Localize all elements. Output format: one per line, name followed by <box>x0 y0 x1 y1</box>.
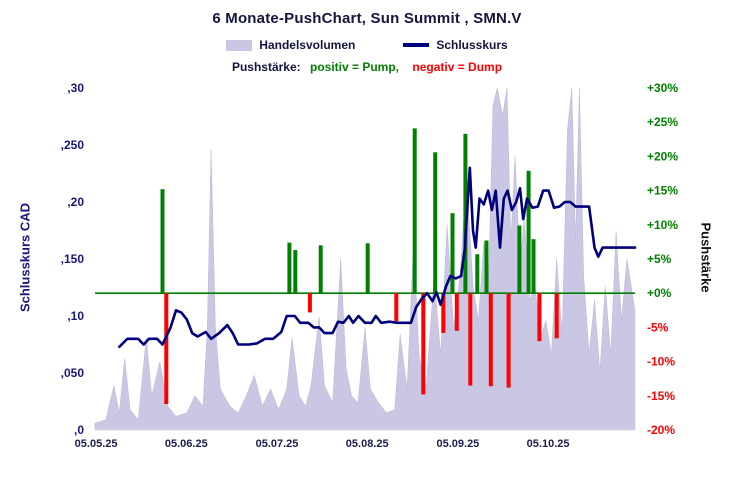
legend-item-volume: Handelsvolumen <box>226 38 355 52</box>
push-legend-positive: positiv = Pump, <box>310 60 400 74</box>
price-line <box>118 166 637 349</box>
svg-text:+25%: +25% <box>647 115 678 129</box>
volume-area <box>94 87 636 431</box>
legend-item-close: Schlusskurs <box>403 38 508 52</box>
x-axis-ticks: 05.05.25 05.06.25 05.07.25 05.08.25 05.09.25… <box>75 438 570 450</box>
push-legend-negative: negativ = Dump <box>412 60 503 74</box>
push-legend: Pushstärke: positiv = Pump, negativ = Du… <box>0 60 734 74</box>
svg-text:,30: ,30 <box>67 81 84 95</box>
pump-bar <box>450 213 455 294</box>
svg-text:,20: ,20 <box>67 195 84 209</box>
svg-text:,050: ,050 <box>61 366 85 380</box>
pump-bar <box>318 245 323 294</box>
svg-text:,250: ,250 <box>61 138 85 152</box>
dump-bar <box>421 293 426 395</box>
dump-bar <box>554 293 559 339</box>
pushchart-plot: ,30,250,20,150,10,050,0+30%+25%+20%+15%+… <box>61 81 679 450</box>
dump-bar <box>441 293 446 333</box>
svg-text:-10%: -10% <box>647 355 675 369</box>
pump-bar <box>160 189 165 294</box>
dump-bar <box>488 293 493 387</box>
svg-text:-20%: -20% <box>647 423 675 437</box>
close-line-swatch-icon <box>403 43 430 47</box>
pump-bar <box>365 243 370 294</box>
svg-text:,150: ,150 <box>61 252 85 266</box>
left-axis-ticks: ,30 ,250 ,20 ,150 ,10 ,050 ,0 <box>61 81 85 437</box>
close-legend-label: Schlusskurs <box>436 38 508 52</box>
svg-text:05.08.25: 05.08.25 <box>346 438 389 450</box>
svg-text:+5%: +5% <box>647 252 672 266</box>
svg-text:+10%: +10% <box>647 218 678 232</box>
volume-swatch-icon <box>226 39 253 51</box>
pump-bar <box>517 225 522 294</box>
svg-text:+0%: +0% <box>647 286 672 300</box>
chart-legend: Handelsvolumen Schlusskurs <box>0 38 734 52</box>
svg-text:+15%: +15% <box>647 184 678 198</box>
svg-text:05.09.25: 05.09.25 <box>436 438 479 450</box>
pump-bar <box>463 133 468 294</box>
pump-bar <box>526 170 531 294</box>
pump-bar <box>412 128 417 294</box>
volume-legend-label: Handelsvolumen <box>259 38 356 52</box>
dump-bar <box>506 293 511 388</box>
pump-bar <box>433 152 438 294</box>
pump-bar <box>531 239 536 294</box>
pump-bar <box>287 242 292 294</box>
chart-title: 6 Monate-PushChart, Sun Summit , SMN.V <box>212 10 522 27</box>
svg-text:+20%: +20% <box>647 149 678 163</box>
svg-text:05.07.25: 05.07.25 <box>256 438 299 450</box>
dump-bar <box>164 293 169 404</box>
right-axis-ticks: +30% +25% +20% +15% +10% +5% +0% -5% -10% -15% -20… <box>647 81 678 437</box>
dump-bar <box>307 293 312 313</box>
svg-text:,10: ,10 <box>67 309 84 323</box>
svg-text:+30%: +30% <box>647 81 678 95</box>
push-legend-prefix: Pushstärke: <box>231 60 301 74</box>
svg-text:05.10.25: 05.10.25 <box>527 438 570 450</box>
pump-bar <box>475 254 480 294</box>
pump-bar <box>484 240 489 294</box>
push-bars <box>160 128 559 404</box>
svg-text:,0: ,0 <box>74 423 84 437</box>
svg-text:-5%: -5% <box>647 320 669 334</box>
dump-bar <box>394 293 399 322</box>
pump-bar <box>293 250 298 294</box>
svg-text:-15%: -15% <box>647 389 675 403</box>
svg-text:05.05.25: 05.05.25 <box>75 438 118 450</box>
svg-text:05.06.25: 05.06.25 <box>165 438 208 450</box>
dump-bar <box>537 293 542 342</box>
dump-bar <box>468 293 473 386</box>
dump-bar <box>454 293 459 331</box>
